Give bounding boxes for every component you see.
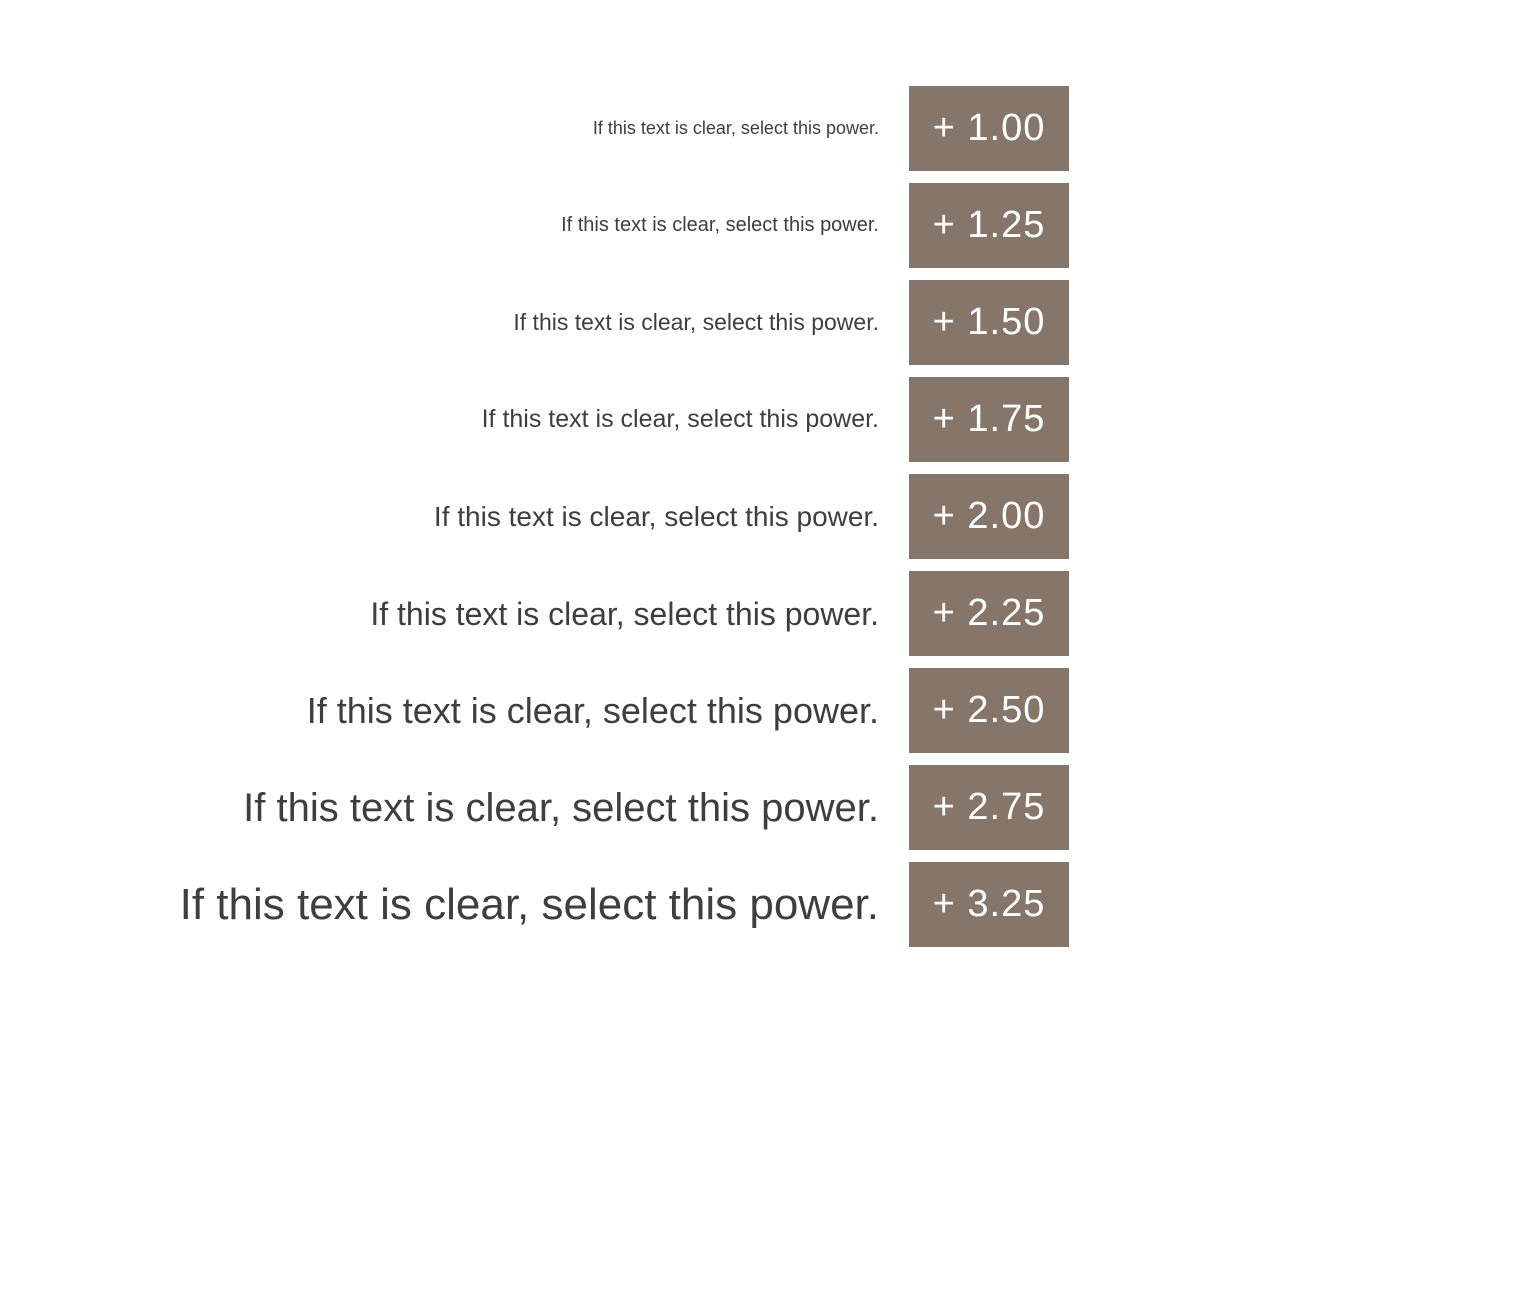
prompt-text: If this text is clear, select this power…	[561, 213, 879, 238]
power-button[interactable]: + 1.75	[909, 377, 1069, 462]
prompt-text: If this text is clear, select this power…	[307, 688, 879, 733]
prompt-text: If this text is clear, select this power…	[593, 117, 879, 140]
power-selector-chart: If this text is clear, select this power…	[0, 0, 1527, 947]
prompt-text: If this text is clear, select this power…	[180, 877, 879, 932]
prompt-text: If this text is clear, select this power…	[482, 404, 879, 435]
power-row: If this text is clear, select this power…	[0, 862, 1069, 947]
power-row: If this text is clear, select this power…	[0, 86, 1069, 171]
power-button[interactable]: + 2.50	[909, 668, 1069, 753]
power-row: If this text is clear, select this power…	[0, 668, 1069, 753]
prompt-text: If this text is clear, select this power…	[243, 783, 879, 833]
power-button[interactable]: + 1.25	[909, 183, 1069, 268]
power-button[interactable]: + 2.75	[909, 765, 1069, 850]
power-button[interactable]: + 2.25	[909, 571, 1069, 656]
power-rows: If this text is clear, select this power…	[0, 86, 1527, 947]
power-row: If this text is clear, select this power…	[0, 377, 1069, 462]
power-button[interactable]: + 2.00	[909, 474, 1069, 559]
prompt-text: If this text is clear, select this power…	[370, 594, 879, 634]
power-row: If this text is clear, select this power…	[0, 474, 1069, 559]
power-row: If this text is clear, select this power…	[0, 280, 1069, 365]
prompt-text: If this text is clear, select this power…	[434, 499, 879, 534]
power-row: If this text is clear, select this power…	[0, 183, 1069, 268]
power-row: If this text is clear, select this power…	[0, 571, 1069, 656]
prompt-text: If this text is clear, select this power…	[513, 308, 879, 337]
power-row: If this text is clear, select this power…	[0, 765, 1069, 850]
power-button[interactable]: + 3.25	[909, 862, 1069, 947]
power-button[interactable]: + 1.50	[909, 280, 1069, 365]
power-button[interactable]: + 1.00	[909, 86, 1069, 171]
